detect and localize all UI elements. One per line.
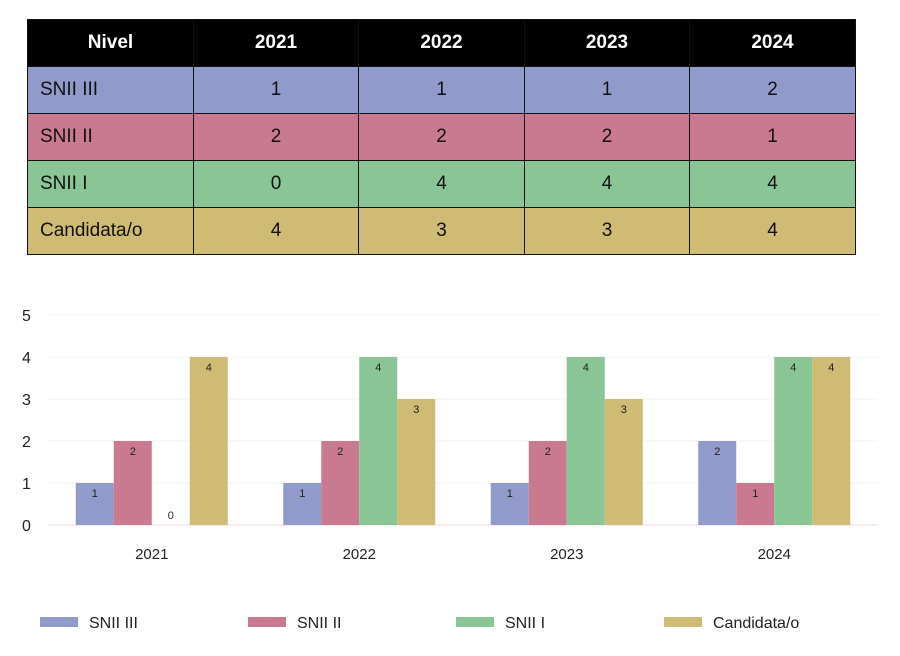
legend-swatch: [456, 617, 494, 627]
legend-label: Candidata/o: [713, 615, 799, 632]
y-axis-ticks: 0 1 2 3 4 5: [22, 308, 31, 535]
table-row: Candidata/o 4 3 3 4: [27, 207, 856, 255]
table-cell: 1: [358, 66, 525, 114]
data-label: 3: [413, 404, 419, 416]
row-label: Candidata/o: [27, 207, 194, 255]
legend-swatch: [664, 617, 702, 627]
data-label: 2: [714, 446, 720, 458]
y-tick-label: 2: [22, 434, 31, 451]
y-tick-label: 1: [22, 476, 31, 493]
data-label: 4: [828, 362, 834, 374]
legend-label: SNII I: [505, 615, 545, 632]
data-label: 4: [206, 362, 212, 374]
legend-label: SNII II: [297, 615, 341, 632]
bar: [736, 483, 775, 525]
table-cell: 2: [358, 113, 525, 161]
row-label: SNII III: [27, 66, 194, 114]
x-axis-ticks: 2021 2022 2023 2024: [135, 546, 791, 563]
bar: [75, 483, 114, 525]
header-2023: 2023: [524, 19, 690, 67]
x-tick-label: 2023: [550, 546, 583, 563]
row-label: SNII I: [27, 160, 194, 208]
legend-swatch: [248, 617, 286, 627]
y-tick-label: 4: [22, 350, 31, 367]
table-cell: 4: [524, 160, 690, 208]
table-cell: 3: [358, 207, 525, 255]
header-2022: 2022: [358, 19, 525, 67]
data-table: Nivel 2021 2022 2023 2024 SNII III 1 1 1 2 SN…: [27, 19, 856, 255]
bar: [359, 357, 398, 525]
bar: [397, 399, 436, 525]
table-cell: 2: [193, 113, 359, 161]
bar: [566, 357, 605, 525]
header-2021: 2021: [193, 19, 359, 67]
bar: [113, 441, 152, 525]
y-tick-label: 0: [22, 518, 31, 535]
bar: [490, 483, 529, 525]
bars: [75, 357, 851, 525]
legend-label: SNII III: [89, 615, 138, 632]
data-label: 1: [299, 488, 305, 500]
legend-swatch: [40, 617, 78, 627]
data-label: 4: [790, 362, 796, 374]
table-cell: 4: [689, 160, 856, 208]
table-cell: 1: [193, 66, 359, 114]
row-label: SNII II: [27, 113, 194, 161]
bar: [528, 441, 567, 525]
legend: SNII III SNII II SNII I Candidata/o: [40, 615, 799, 632]
x-tick-label: 2024: [758, 546, 791, 563]
data-label: 3: [621, 404, 627, 416]
header-nivel: Nivel: [27, 19, 194, 67]
bar: [189, 357, 228, 525]
data-label: 2: [545, 446, 551, 458]
data-label: 2: [337, 446, 343, 458]
bar: [774, 357, 813, 525]
bar: [283, 483, 322, 525]
bar: [604, 399, 643, 525]
table-cell: 3: [524, 207, 690, 255]
data-labels: 1 2 0 4 1 2 4 3 1 2 4 3 2 1 4 4: [92, 362, 835, 522]
table-row: SNII II 2 2 2 1: [27, 113, 856, 161]
bar-chart: 0 1 2 3 4 5 1 2 0 4 1 2 4 3 1 2 4 3 2 1 4 4 2021 2022 2023 2024…: [22, 308, 878, 632]
table-row: SNII III 1 1 1 2: [27, 66, 856, 114]
data-label: 1: [92, 488, 98, 500]
data-label: 0: [168, 510, 174, 522]
data-label: 1: [752, 488, 758, 500]
x-tick-label: 2022: [343, 546, 376, 563]
table-cell: 4: [689, 207, 856, 255]
table-cell: 1: [524, 66, 690, 114]
bar: [321, 441, 360, 525]
table-cell: 2: [689, 66, 856, 114]
data-label: 1: [507, 488, 513, 500]
table-cell: 4: [358, 160, 525, 208]
bar: [698, 441, 737, 525]
table-cell: 2: [524, 113, 690, 161]
table-cell: 4: [193, 207, 359, 255]
y-tick-label: 5: [22, 308, 31, 325]
bar: [812, 357, 851, 525]
data-label: 4: [375, 362, 381, 374]
header-2024: 2024: [689, 19, 856, 67]
table-header-row: Nivel 2021 2022 2023 2024: [27, 19, 856, 67]
table-cell: 1: [689, 113, 856, 161]
y-tick-label: 3: [22, 392, 31, 409]
x-tick-label: 2021: [135, 546, 168, 563]
data-label: 4: [583, 362, 589, 374]
data-label: 2: [130, 446, 136, 458]
table-cell: 0: [193, 160, 359, 208]
